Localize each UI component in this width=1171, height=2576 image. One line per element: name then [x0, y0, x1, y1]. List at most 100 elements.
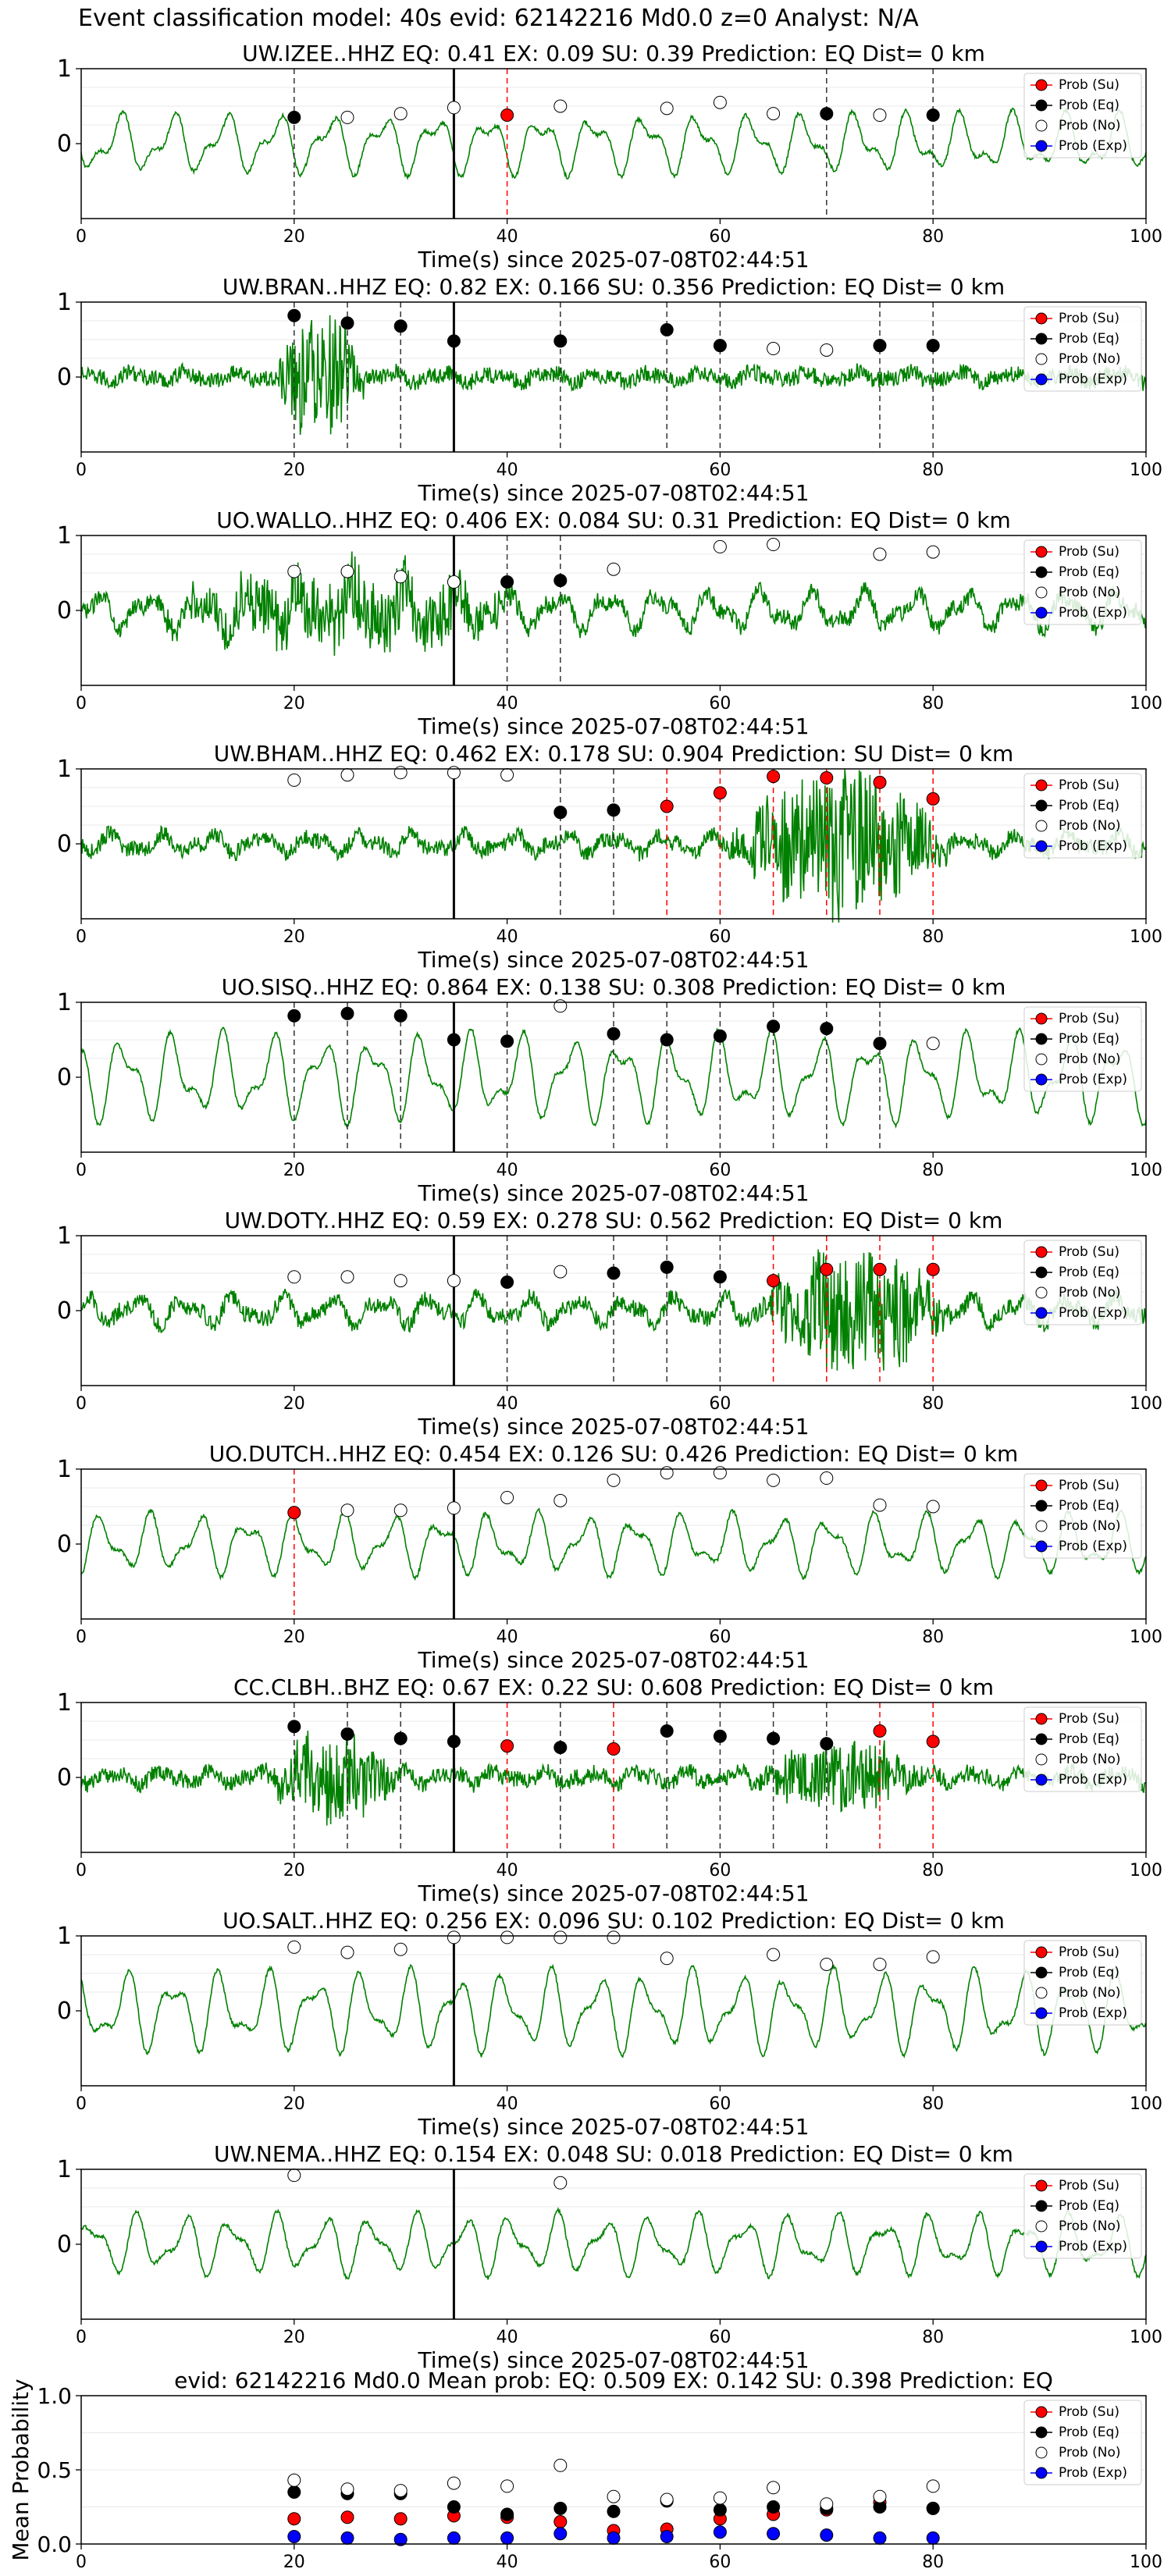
legend-marker	[1035, 2446, 1048, 2459]
mean-marker-probsu	[287, 2512, 301, 2526]
x-tick-label: 20	[283, 227, 305, 247]
legend-marker	[1035, 2240, 1048, 2253]
prob-marker-no	[287, 564, 301, 578]
prob-marker-no	[767, 1473, 781, 1487]
legend-marker	[1035, 79, 1048, 91]
legend-label: Prob (Su)	[1059, 2178, 1119, 2194]
legend-label: Prob (No)	[1059, 1051, 1121, 1067]
legend-marker	[1035, 840, 1048, 852]
mean-marker-probexp	[447, 2531, 461, 2545]
prob-marker-eq	[553, 334, 568, 348]
panel-title: UW.NEMA..HHZ EQ: 0.154 EX: 0.048 SU: 0.0…	[214, 2141, 1013, 2167]
panel-title: UO.WALLO..HHZ EQ: 0.406 EX: 0.084 SU: 0.…	[216, 507, 1010, 533]
x-axis-label: Time(s) since 2025-07-08T02:44:51	[417, 1414, 809, 1439]
prob-marker-no	[393, 570, 408, 584]
x-tick-label: 60	[709, 2094, 731, 2114]
mean-marker-probsu	[393, 2512, 408, 2526]
x-tick-label: 20	[283, 1861, 305, 1880]
prob-marker-no	[873, 1957, 887, 1971]
x-axis-label: Time(s) since 2025-07-08T02:44:51	[417, 480, 809, 506]
legend-marker	[1035, 820, 1048, 832]
prob-marker-no	[340, 768, 354, 782]
legend-label: Prob (Eq)	[1059, 2425, 1119, 2440]
mean-marker-probno	[287, 2473, 301, 2487]
prob-marker-su	[926, 1735, 940, 1749]
x-tick-label: 60	[709, 927, 731, 947]
y-tick-label: 0	[57, 364, 72, 391]
prob-marker-eq	[287, 1009, 301, 1023]
legend-box	[1023, 73, 1142, 158]
prob-marker-no	[393, 107, 408, 121]
panel-title: UW.DOTY..HHZ EQ: 0.59 EX: 0.278 SU: 0.56…	[225, 1208, 1003, 1233]
legend-label: Prob (Eq)	[1059, 2198, 1119, 2214]
mean-probability-panel: evid: 62142216 Md0.0 Mean prob: EQ: 0.50…	[8, 2368, 1162, 2572]
x-tick-label: 0	[76, 461, 87, 480]
legend-label: Prob (No)	[1059, 2218, 1121, 2234]
legend-marker	[1035, 1774, 1048, 1786]
legend-marker	[1035, 1073, 1048, 1086]
prob-marker-su	[873, 1262, 887, 1276]
mean-marker-probeq	[287, 2485, 301, 2499]
legend-marker	[1035, 1733, 1048, 1745]
legend-marker	[1035, 1012, 1048, 1025]
x-tick-label: 20	[283, 461, 305, 480]
legend-box	[1023, 1706, 1142, 1792]
prob-marker-no	[820, 1957, 834, 1971]
prob-marker-no	[287, 773, 301, 787]
mean-marker-probno	[553, 2458, 568, 2472]
mean-marker-probno	[926, 2479, 940, 2493]
prob-marker-no	[393, 1503, 408, 1517]
prob-marker-eq	[287, 1720, 301, 1734]
prob-marker-no	[447, 575, 461, 589]
prob-marker-no	[340, 1503, 354, 1517]
axes-frame	[80, 2169, 1147, 2320]
prob-marker-su	[500, 109, 514, 123]
waveform-trace	[80, 315, 1147, 436]
prob-marker-eq	[393, 1009, 408, 1023]
y-tick-label: 1	[57, 522, 72, 550]
prob-marker-no	[926, 1037, 940, 1051]
x-tick-label: 80	[922, 1628, 944, 1647]
legend-label: Prob (Su)	[1059, 544, 1119, 560]
legend-marker	[1035, 373, 1048, 386]
y-tick-label: 1	[57, 2156, 72, 2183]
prob-marker-no	[713, 95, 727, 109]
x-axis-label: Time(s) since 2025-07-08T02:44:51	[417, 247, 809, 272]
legend-label: Prob (Exp)	[1059, 1072, 1127, 1087]
prob-marker-no	[607, 1473, 621, 1487]
legend-marker	[1035, 99, 1048, 112]
waveform-trace	[80, 551, 1147, 656]
legend-label: Prob (No)	[1059, 1985, 1121, 2001]
mean-marker-probno	[713, 2491, 727, 2505]
waveform-trace	[80, 1963, 1147, 2058]
x-tick-label: 40	[497, 1394, 518, 1414]
station-panel-uw-doty--hhz: UW.DOTY..HHZ EQ: 0.59 EX: 0.278 SU: 0.56…	[57, 1208, 1162, 1439]
x-axis-label: Time(s) since 2025-07-08T02:44:51	[417, 713, 809, 739]
x-tick-label: 80	[922, 461, 944, 480]
prob-marker-no	[713, 539, 727, 553]
legend-label: Prob (Eq)	[1059, 1965, 1119, 1980]
prob-marker-no	[660, 101, 674, 116]
prob-marker-eq	[500, 1276, 514, 1290]
legend-label: Prob (Su)	[1059, 1944, 1119, 1960]
x-tick-label: 100	[1130, 1161, 1162, 1180]
x-axis-label: Time(s) since 2025-07-08T02:44:51	[417, 1647, 809, 1673]
mean-marker-probno	[393, 2484, 408, 2498]
x-tick-label: 0	[76, 1628, 87, 1647]
legend-marker	[1035, 2200, 1048, 2212]
x-tick-label: 100	[1130, 2553, 1162, 2572]
mean-marker-probno	[767, 2481, 781, 2495]
legend-marker	[1035, 2179, 1048, 2192]
mean-marker-probeq	[553, 2501, 568, 2515]
x-tick-label: 100	[1130, 1628, 1162, 1647]
mean-marker-probexp	[553, 2527, 568, 2541]
legend-label: Prob (Exp)	[1059, 138, 1127, 154]
y-tick-label: 1	[57, 1923, 72, 1950]
waveform-trace	[80, 1507, 1147, 1582]
prob-marker-no	[873, 109, 887, 123]
waveform-trace	[80, 106, 1147, 180]
prob-marker-su	[873, 775, 887, 789]
x-tick-label: 20	[283, 2094, 305, 2114]
legend-marker	[1035, 1966, 1048, 1979]
prob-marker-eq	[393, 319, 408, 333]
